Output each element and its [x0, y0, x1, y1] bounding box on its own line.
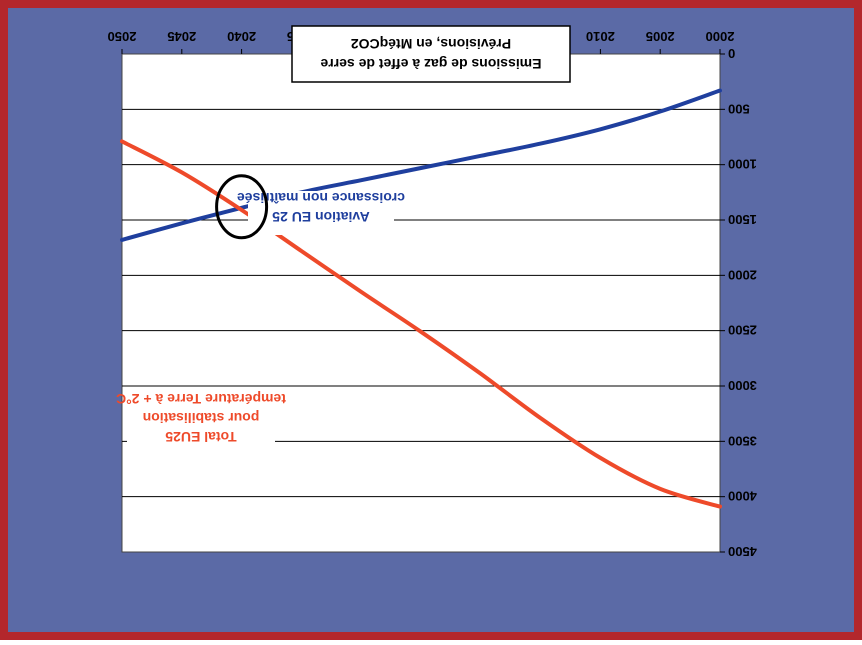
x-tick-label-2050: 2050: [108, 29, 137, 44]
intersection-circle: [215, 174, 269, 240]
series-lines: [120, 88, 722, 509]
series-label-total-eu25-line-1: Total EU25: [165, 429, 237, 445]
x-tick-label-2005: 2005: [646, 29, 675, 44]
y-tick-label-0: 0: [728, 46, 735, 61]
rotated-chart-group: 0 500 1000 1500 2000 2500 3000 3500 4000 4500 2000…: [108, 25, 757, 559]
series-line-aviation: [120, 88, 722, 242]
plot-area: [121, 53, 721, 553]
y-tick-label-2500: 2500: [728, 323, 757, 338]
title-box: Emissions de gaz à effet de serre Prévis…: [291, 25, 571, 83]
series-label-total-eu25-line-3: température Terre à + 2°C: [116, 391, 286, 407]
y-tick-label-2000: 2000: [728, 267, 757, 282]
y-tick-label-3500: 3500: [728, 433, 757, 448]
y-tick-label-500: 500: [728, 101, 750, 116]
series-label-total-eu25-line-2: pour stabilisation: [143, 410, 260, 426]
x-tick-label-2040: 2040: [227, 29, 256, 44]
x-tick-label-2045: 2045: [167, 29, 196, 44]
y-tick-label-3000: 3000: [728, 378, 757, 393]
chart-title-line-1: Emissions de gaz à effet de serre: [320, 56, 541, 72]
series-line-total-eu25: [120, 139, 722, 509]
series-label-aviation-line-1: Aviation EU 25: [272, 209, 370, 225]
chart-title-line-2: Prévisions, en MtéqCO2: [351, 36, 511, 52]
series-labels: Aviation EU 25 croissance non maîtrisée To…: [116, 174, 405, 456]
x-tick-label-2000: 2000: [706, 29, 735, 44]
series-label-aviation-line-2: croissance non maîtrisée: [237, 190, 405, 206]
y-tick-label-4500: 4500: [728, 544, 757, 559]
title-box-frame: [291, 25, 571, 83]
series-label-bg-total-eu25: [127, 394, 275, 456]
y-tick-label-1000: 1000: [728, 157, 757, 172]
y-tick-label-4000: 4000: [728, 489, 757, 504]
series-label-bg-aviation: [248, 191, 394, 235]
y-tick-label-1500: 1500: [728, 212, 757, 227]
x-tick-label-2010: 2010: [586, 29, 615, 44]
